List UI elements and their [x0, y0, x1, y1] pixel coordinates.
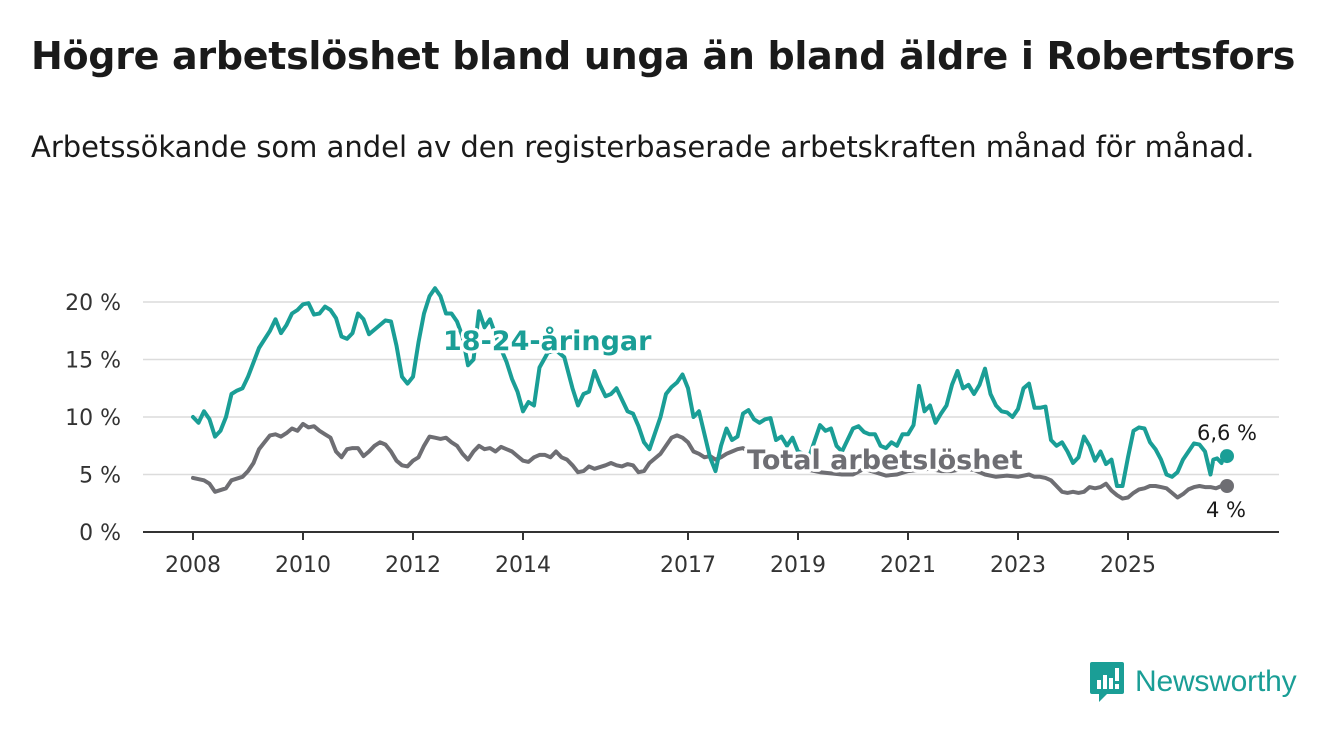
series-labels: 18-24-åringar Total arbetslöshet 6,6 % 4 %: [440, 322, 1259, 524]
x-tick-label: 2008: [165, 553, 221, 578]
x-tick-label: 2017: [660, 553, 716, 578]
end-value-label-youth: 6,6 %: [1197, 421, 1257, 445]
y-tick-label: 20 %: [65, 291, 121, 316]
chart-subtitle: Arbetssökande som andel av den registerb…: [31, 130, 1255, 164]
series-group: [191, 286, 1234, 501]
x-tick-label: 2023: [990, 553, 1046, 578]
newsworthy-logo[interactable]: Newsworthy: [1089, 660, 1297, 704]
x-tick-label: 2012: [385, 553, 441, 578]
series-end-marker: [1220, 479, 1234, 493]
x-tick-label: 2025: [1100, 553, 1156, 578]
y-tick-label: 0 %: [79, 521, 121, 546]
y-tick-label: 10 %: [65, 406, 121, 431]
x-axis: 2008 2010 2012 2014 2017 2019 2021 2023 2025: [143, 531, 1279, 578]
series-label-youth: 18-24-åringar: [443, 325, 652, 357]
x-tick-label: 2021: [880, 553, 936, 578]
newsworthy-logo-icon: [1090, 662, 1124, 702]
series-label-total: Total arbetslöshet: [747, 445, 1023, 476]
x-tick-label: 2014: [495, 553, 551, 578]
newsworthy-logo-text: Newsworthy: [1135, 665, 1297, 698]
y-tick-label: 5 %: [79, 464, 121, 489]
series-end-marker: [1220, 449, 1234, 464]
end-value-label-total: 4 %: [1206, 498, 1246, 522]
series-line-youth: [191, 286, 1229, 488]
series-line-total: [191, 421, 1229, 501]
y-axis-ticks: 0 % 5 % 10 % 15 % 20 %: [65, 291, 121, 546]
gridlines: [143, 301, 1279, 476]
x-tick-label: 2019: [770, 553, 826, 578]
chart-title: Högre arbetslöshet bland unga än bland ä…: [31, 34, 1296, 78]
x-tick-label: 2010: [275, 553, 331, 578]
y-tick-label: 15 %: [65, 349, 121, 374]
